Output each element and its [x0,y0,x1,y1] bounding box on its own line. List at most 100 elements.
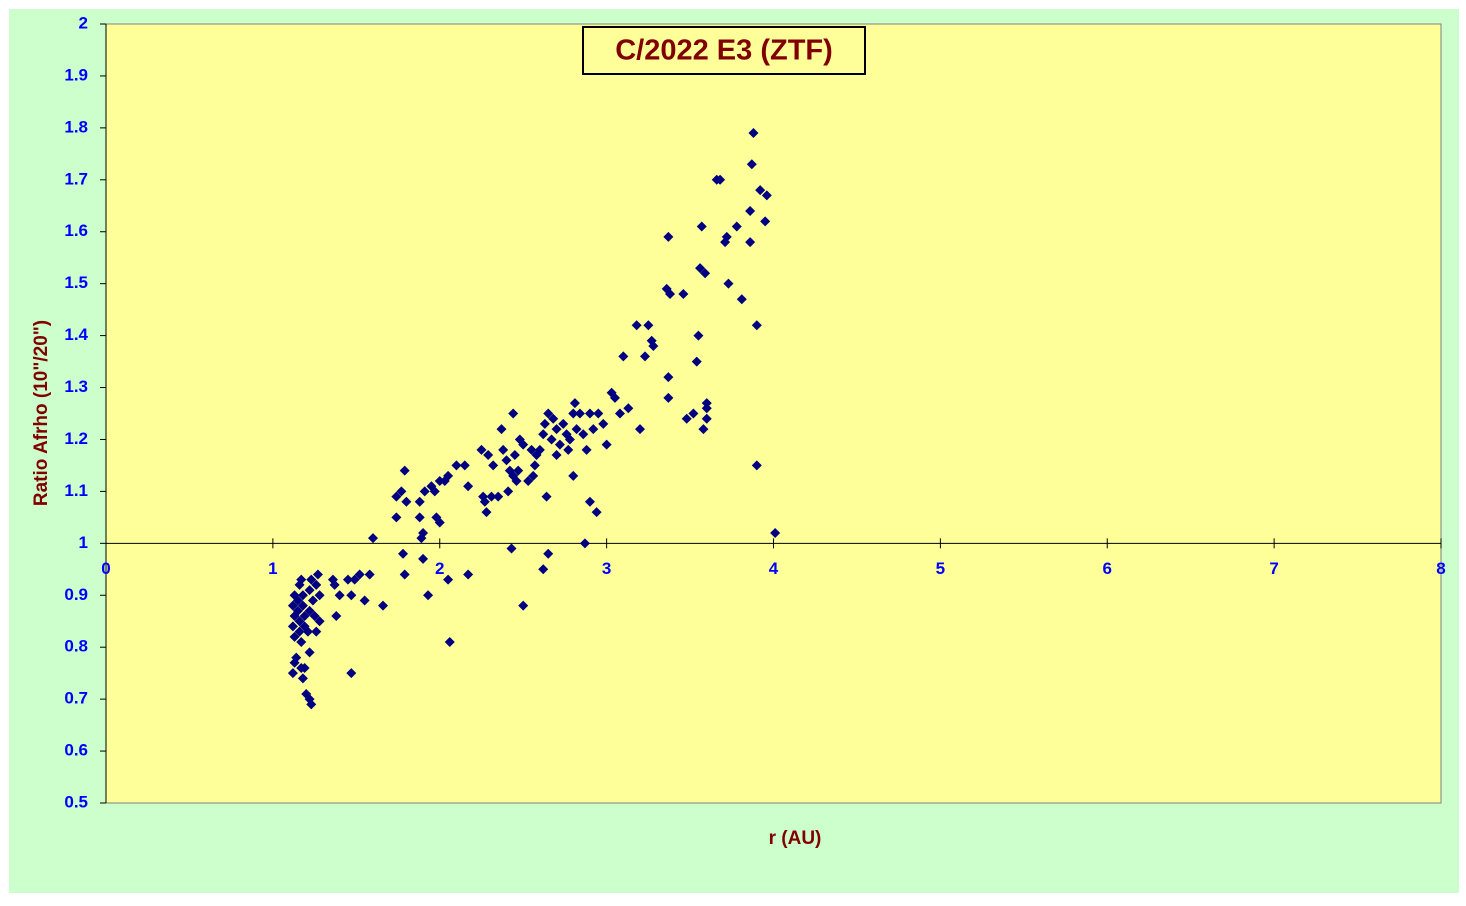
data-point [736,294,747,305]
data-point [665,289,676,300]
data-point [312,569,323,580]
data-point [429,486,440,497]
data-point [459,460,470,471]
x-tick-label: 2 [435,559,444,578]
data-point [579,538,590,549]
data-point [695,263,706,274]
data-point [391,491,402,502]
data-point [342,574,353,585]
data-point [663,231,674,242]
data-point [551,450,562,461]
data-point [598,418,609,429]
data-point [287,668,298,679]
data-point [635,424,645,435]
data-point [287,621,298,632]
data-point [568,408,579,419]
data-point [543,548,554,559]
data-point [479,496,490,507]
data-point [508,408,519,419]
data-point [538,564,549,575]
data-point [506,543,517,554]
data-point [568,470,579,481]
data-point [504,465,515,476]
data-point [578,429,589,440]
data-point [292,605,303,616]
data-point [558,418,569,429]
data-point [601,439,612,450]
data-point [311,579,322,590]
data-point [526,444,537,455]
data-point [541,491,552,502]
data-point [691,356,702,367]
data-point [423,590,434,601]
data-point [584,408,595,419]
data-point [538,429,549,440]
data-point [368,533,378,544]
data-point [331,611,342,622]
data-point [434,476,445,487]
data-point [593,408,604,419]
data-point [334,590,345,601]
data-point [513,465,524,476]
data-point [721,231,732,242]
data-point [359,595,370,606]
y-tick-label: 0.9 [64,585,88,604]
data-point [528,470,539,481]
y-tick-label: 0.7 [64,689,88,708]
data-point [723,278,734,289]
x-tick-label: 7 [1269,559,1278,578]
y-tick-label: 1.9 [64,65,88,84]
data-point [292,595,303,606]
x-axis-label: r (AU) [769,828,822,849]
data-point [398,548,409,559]
data-point [463,569,474,580]
data-point [391,512,402,523]
data-point [681,413,692,424]
data-point [618,351,629,362]
y-tick-label: 1.2 [64,429,88,448]
data-point [349,574,360,585]
data-point [760,216,771,227]
data-point [463,481,474,492]
data-point [648,340,659,351]
data-point [486,491,497,502]
y-tick-label: 0.6 [64,741,88,760]
data-point [401,496,412,507]
data-point [476,444,487,455]
data-point [296,637,307,648]
y-tick-label: 1.7 [64,169,88,188]
y-tick-label: 1.6 [64,221,88,240]
data-point [443,574,454,585]
y-tick-label: 1.4 [64,325,88,344]
data-point [414,496,425,507]
data-point [745,237,756,248]
data-point [493,491,504,502]
data-point [548,413,559,424]
data-point [418,553,429,564]
data-point [511,476,522,487]
data-point [419,486,430,497]
y-tick-label: 1.3 [64,377,88,396]
data-point [581,444,592,455]
data-point [434,517,445,528]
data-point [294,626,305,637]
data-point [640,351,651,362]
data-point [701,413,712,424]
data-point [378,600,389,611]
data-point [396,486,407,497]
data-point [554,439,565,450]
data-point [302,626,313,637]
data-point [631,320,642,331]
x-tick-label: 0 [101,559,110,578]
data-point [297,590,308,601]
data-point [693,330,704,341]
data-point [663,372,674,383]
data-point [715,174,726,185]
data-point [588,424,599,435]
data-point [496,424,507,435]
data-point [306,699,317,710]
data-point [503,486,514,497]
y-tick-label: 0.5 [64,792,88,811]
data-point [414,512,425,523]
